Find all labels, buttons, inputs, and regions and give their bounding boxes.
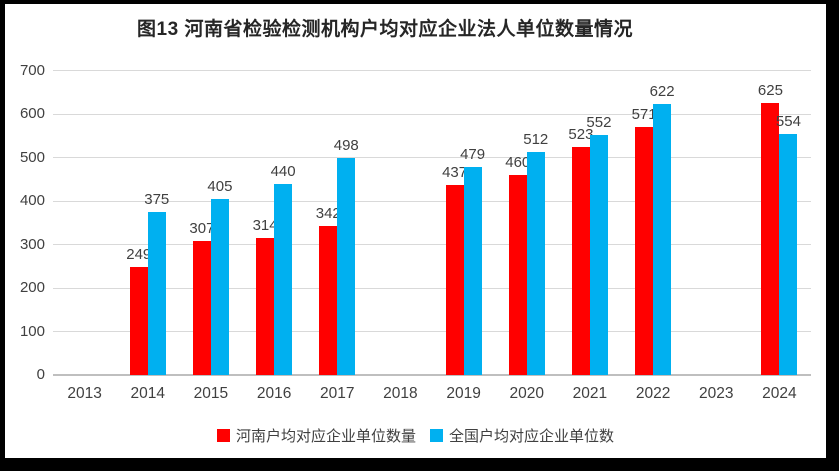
bar-national	[274, 183, 293, 375]
legend-swatch-national-icon	[430, 429, 443, 442]
data-label: 307	[189, 220, 215, 238]
x-axis-label: 2014	[130, 385, 165, 402]
bar-henan	[761, 103, 780, 375]
legend-item-national: 全国户均对应企业单位数	[430, 425, 614, 446]
data-label: 625	[757, 82, 783, 100]
y-axis-label: 200	[19, 279, 45, 296]
x-axis-label: 2022	[635, 385, 671, 402]
y-axis-label: 400	[19, 192, 45, 209]
plot-area: 0 100 200 300 400 500 600 700 2013 2014 249 375 2015…	[5, 4, 826, 458]
bar-national	[653, 104, 672, 375]
data-label: 314	[252, 217, 278, 235]
x-axis-label: 2019	[446, 385, 481, 402]
data-label: 460	[505, 153, 531, 171]
data-label: 512	[523, 131, 549, 149]
y-axis-label: 600	[19, 105, 45, 122]
bar-national	[337, 158, 356, 375]
x-axis-label: 2016	[256, 385, 292, 402]
gridline	[53, 113, 811, 115]
y-axis-label: 100	[19, 322, 45, 340]
gridline	[53, 200, 811, 202]
gridline	[53, 70, 811, 71]
chart-legend: 河南户均对应企业单位数量 全国户均对应企业单位数	[5, 425, 826, 446]
bar-henan	[508, 174, 527, 375]
x-axis-label: 2021	[572, 385, 608, 402]
x-axis-label: 2018	[383, 385, 418, 402]
gridline	[53, 157, 811, 158]
legend-swatch-henan-icon	[216, 429, 230, 442]
x-axis-label: 2015	[193, 385, 229, 402]
data-label: 440	[270, 162, 296, 180]
x-axis-label: 2023	[699, 385, 734, 402]
data-label: 437	[442, 163, 468, 181]
gridline	[53, 331, 811, 332]
data-label: 622	[649, 83, 675, 101]
data-label: 249	[126, 245, 152, 263]
bar-henan	[129, 266, 148, 375]
chart-title: 图13 河南省检验检测机构户均对应企业法人单位数量情况	[137, 19, 633, 40]
bar-national	[147, 211, 166, 375]
bar-henan	[192, 241, 211, 375]
bar-national	[210, 198, 229, 375]
bar-henan	[571, 147, 590, 375]
bar-national	[526, 152, 545, 375]
x-axis-line	[53, 374, 811, 376]
data-label: 554	[775, 113, 801, 130]
gridline	[53, 244, 811, 245]
x-axis-label: 2024	[762, 385, 797, 402]
bar-national	[779, 134, 798, 375]
x-axis-label: 2017	[320, 385, 355, 402]
x-axis-label: 2020	[509, 385, 544, 402]
data-label: 498	[333, 137, 359, 155]
data-label: 375	[144, 190, 170, 208]
bar-national	[589, 134, 608, 375]
data-label: 571	[631, 105, 657, 123]
y-axis-label: 500	[19, 148, 45, 166]
legend-item-henan: 河南户均对应企业单位数量	[216, 425, 416, 446]
data-label: 523	[568, 126, 594, 144]
bar-henan	[445, 184, 464, 375]
bar-henan	[256, 238, 275, 375]
data-label: 552	[586, 113, 612, 131]
bar-national	[463, 166, 482, 375]
legend-label-henan: 河南户均对应企业单位数量	[235, 428, 416, 445]
gridline	[53, 287, 811, 289]
data-label: 479	[460, 145, 486, 163]
x-axis-label: 2013	[67, 385, 102, 402]
bar-henan	[319, 226, 338, 375]
legend-label-national: 全国户均对应企业单位数	[449, 428, 615, 445]
data-label: 405	[207, 177, 233, 195]
y-axis-label: 300	[19, 235, 45, 253]
y-axis-label: 0	[36, 366, 45, 383]
y-axis-label: 700	[19, 61, 45, 79]
bar-henan	[635, 126, 654, 375]
data-label: 342	[315, 205, 341, 223]
